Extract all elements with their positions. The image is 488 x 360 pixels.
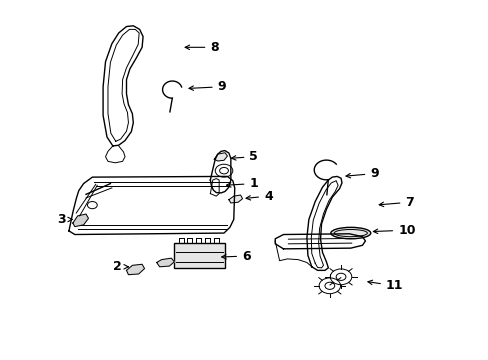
Text: 3: 3 xyxy=(57,213,72,226)
Text: 6: 6 xyxy=(221,249,250,262)
Text: 7: 7 xyxy=(378,196,413,209)
Text: 11: 11 xyxy=(367,279,403,292)
Bar xyxy=(173,243,224,268)
Text: 1: 1 xyxy=(226,177,258,190)
Text: 8: 8 xyxy=(185,41,219,54)
Text: 10: 10 xyxy=(372,224,415,237)
Ellipse shape xyxy=(330,227,370,239)
Polygon shape xyxy=(214,153,227,161)
Text: 9: 9 xyxy=(346,167,378,180)
Ellipse shape xyxy=(333,229,366,237)
Polygon shape xyxy=(73,214,88,226)
Polygon shape xyxy=(228,195,242,203)
Polygon shape xyxy=(157,258,174,267)
Text: 2: 2 xyxy=(113,260,128,273)
Polygon shape xyxy=(126,264,144,275)
Text: 4: 4 xyxy=(245,190,272,203)
Text: 9: 9 xyxy=(189,80,226,93)
Text: 5: 5 xyxy=(231,150,258,163)
